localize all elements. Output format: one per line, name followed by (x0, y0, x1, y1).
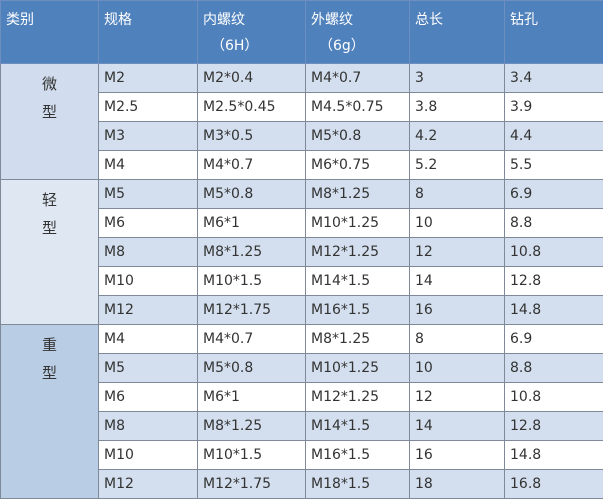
drill-hole-cell: 10.8 (505, 383, 603, 412)
header-spec: 规格 (99, 1, 198, 64)
spec-cell: M6 (99, 209, 198, 238)
spec-cell: M6 (99, 383, 198, 412)
drill-hole-cell: 6.9 (505, 180, 603, 209)
category-char: 重 (1, 331, 98, 359)
spec-cell: M3 (99, 122, 198, 151)
internal-thread-cell: M6*1 (198, 209, 306, 238)
total-length-cell: 12 (410, 383, 505, 412)
drill-hole-cell: 3.9 (505, 93, 603, 122)
external-thread-cell: M14*1.5 (306, 267, 410, 296)
spec-cell: M5 (99, 180, 198, 209)
total-length-cell: 16 (410, 296, 505, 325)
external-thread-cell: M5*0.8 (306, 122, 410, 151)
total-length-cell: 18 (410, 470, 505, 499)
external-thread-cell: M10*1.25 (306, 354, 410, 383)
header-row: 类别 规格 内螺纹 （6H） 外螺纹 （6g） 总长 钻孔 (1, 1, 603, 64)
drill-hole-cell: 6.9 (505, 325, 603, 354)
drill-hole-cell: 14.8 (505, 441, 603, 470)
internal-thread-cell: M5*0.8 (198, 354, 306, 383)
total-length-cell: 12 (410, 238, 505, 267)
category-char: 微 (1, 70, 98, 98)
total-length-cell: 16 (410, 441, 505, 470)
drill-hole-cell: 12.8 (505, 267, 603, 296)
spec-cell: M8 (99, 412, 198, 441)
spec-cell: M2 (99, 64, 198, 93)
spec-cell: M2.5 (99, 93, 198, 122)
external-thread-cell: M4*0.7 (306, 64, 410, 93)
spec-cell: M10 (99, 441, 198, 470)
total-length-cell: 5.2 (410, 151, 505, 180)
header-external-thread: 外螺纹 （6g） (306, 1, 410, 64)
external-thread-cell: M12*1.25 (306, 238, 410, 267)
total-length-cell: 8 (410, 325, 505, 354)
internal-thread-cell: M12*1.75 (198, 470, 306, 499)
category-char: 轻 (1, 186, 98, 214)
internal-thread-sub: （6H） (203, 33, 305, 59)
spec-cell: M8 (99, 238, 198, 267)
category-cell: 轻型 (1, 180, 99, 325)
drill-hole-cell: 3.4 (505, 64, 603, 93)
header-category: 类别 (1, 1, 99, 64)
total-length-cell: 3 (410, 64, 505, 93)
category-char: 型 (1, 214, 98, 242)
internal-thread-cell: M10*1.5 (198, 267, 306, 296)
external-thread-cell: M14*1.5 (306, 412, 410, 441)
internal-thread-cell: M12*1.75 (198, 296, 306, 325)
internal-thread-cell: M3*0.5 (198, 122, 306, 151)
category-cell: 重型 (1, 325, 99, 499)
drill-hole-cell: 4.4 (505, 122, 603, 151)
total-length-cell: 14 (410, 412, 505, 441)
internal-thread-cell: M4*0.7 (198, 325, 306, 354)
external-thread-cell: M12*1.25 (306, 383, 410, 412)
external-thread-cell: M4.5*0.75 (306, 93, 410, 122)
header-total-length: 总长 (410, 1, 505, 64)
external-thread-cell: M8*1.25 (306, 180, 410, 209)
category-char: 型 (1, 359, 98, 387)
drill-hole-cell: 12.8 (505, 412, 603, 441)
total-length-cell: 14 (410, 267, 505, 296)
external-thread-cell: M16*1.5 (306, 296, 410, 325)
category-char: 型 (1, 98, 98, 126)
category-cell: 微型 (1, 64, 99, 180)
internal-thread-cell: M5*0.8 (198, 180, 306, 209)
drill-hole-cell: 10.8 (505, 238, 603, 267)
drill-hole-cell: 16.8 (505, 470, 603, 499)
total-length-cell: 8 (410, 180, 505, 209)
internal-thread-cell: M2.5*0.45 (198, 93, 306, 122)
external-thread-cell: M16*1.5 (306, 441, 410, 470)
external-thread-cell: M18*1.5 (306, 470, 410, 499)
drill-hole-cell: 8.8 (505, 354, 603, 383)
external-thread-cell: M10*1.25 (306, 209, 410, 238)
spec-cell: M4 (99, 151, 198, 180)
internal-thread-cell: M10*1.5 (198, 441, 306, 470)
spec-cell: M5 (99, 354, 198, 383)
header-internal-thread: 内螺纹 （6H） (198, 1, 306, 64)
internal-thread-label: 内螺纹 (203, 12, 245, 28)
internal-thread-cell: M6*1 (198, 383, 306, 412)
spec-cell: M12 (99, 296, 198, 325)
drill-hole-cell: 8.8 (505, 209, 603, 238)
total-length-cell: 4.2 (410, 122, 505, 151)
internal-thread-cell: M2*0.4 (198, 64, 306, 93)
drill-hole-cell: 5.5 (505, 151, 603, 180)
total-length-cell: 10 (410, 354, 505, 383)
total-length-cell: 10 (410, 209, 505, 238)
spec-cell: M12 (99, 470, 198, 499)
drill-hole-cell: 14.8 (505, 296, 603, 325)
spec-cell: M4 (99, 325, 198, 354)
external-thread-label: 外螺纹 (311, 12, 353, 28)
total-length-cell: 3.8 (410, 93, 505, 122)
external-thread-cell: M6*0.75 (306, 151, 410, 180)
spec-cell: M10 (99, 267, 198, 296)
external-thread-cell: M8*1.25 (306, 325, 410, 354)
internal-thread-cell: M8*1.25 (198, 412, 306, 441)
header-drill-hole: 钻孔 (505, 1, 603, 64)
internal-thread-cell: M4*0.7 (198, 151, 306, 180)
external-thread-sub: （6g） (311, 33, 409, 59)
internal-thread-cell: M8*1.25 (198, 238, 306, 267)
